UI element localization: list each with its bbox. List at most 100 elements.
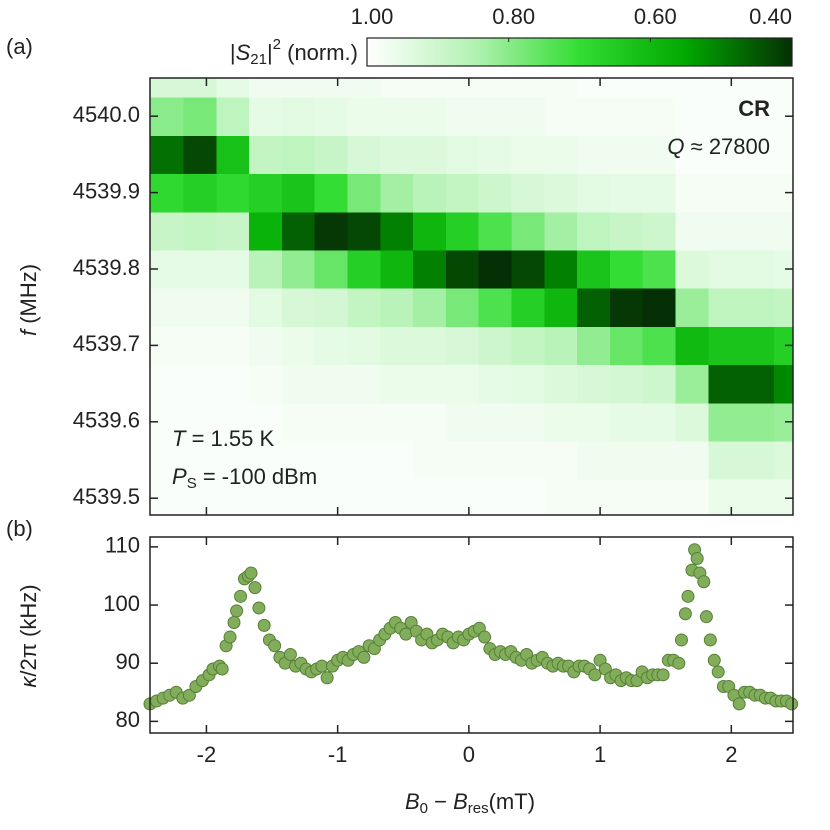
heat-cell [773, 402, 793, 442]
heat-cell [511, 402, 545, 442]
heat-cell [478, 211, 513, 251]
heat-cell [741, 78, 775, 98]
text-part: − [428, 789, 453, 814]
data-point [690, 552, 704, 566]
colorbar [366, 37, 793, 67]
heat-cell [773, 249, 793, 289]
heat-cell [642, 78, 677, 98]
heat-cell [609, 211, 644, 251]
heat-cell [478, 440, 513, 480]
text-part: 21 [250, 51, 267, 68]
x-tick-label: -1 [328, 742, 348, 767]
heat-cell [708, 97, 742, 136]
heat-cell [708, 249, 742, 289]
heat-cell [216, 173, 250, 213]
heat-cell [281, 211, 316, 251]
heat-cell [445, 249, 480, 289]
heat-cell [708, 440, 742, 480]
heat-cell [511, 78, 545, 98]
data-point [268, 639, 282, 653]
heat-cell [741, 402, 775, 442]
heat-cell [314, 97, 349, 136]
heat-cell [281, 479, 316, 515]
heat-cell [675, 326, 709, 366]
heat-cell [183, 249, 217, 289]
colorbar-tick-label: 0.80 [492, 4, 535, 29]
heat-cell [544, 97, 578, 136]
heat-cell [347, 249, 381, 289]
heat-cell [544, 402, 578, 442]
heat-cell [380, 402, 414, 442]
heat-cell [150, 288, 185, 327]
heat-cell [773, 326, 793, 366]
data-point [678, 607, 692, 621]
text-part: | [230, 40, 236, 65]
y-tick-label: 4540.0 [73, 102, 140, 127]
heat-cell [249, 173, 283, 213]
y-tick-label: 4539.7 [73, 331, 140, 356]
heat-cell [249, 78, 283, 98]
text-part: 0 [420, 800, 428, 817]
heat-cell [216, 78, 250, 98]
heat-cell [281, 402, 316, 442]
y-axis-label: κ/2π (kHz) [16, 584, 41, 687]
heat-cell [609, 440, 644, 480]
heat-cell [314, 288, 349, 327]
heat-cell [183, 173, 217, 213]
heat-cell [642, 364, 677, 404]
heat-cell [642, 326, 677, 366]
data-point [703, 633, 717, 647]
heat-cell [183, 78, 217, 98]
heat-cell [609, 326, 644, 366]
data-point [588, 668, 602, 682]
heat-cell [413, 440, 447, 480]
heat-cell [249, 288, 283, 327]
heat-cell [609, 78, 644, 98]
heat-cell [281, 97, 316, 136]
heat-cell [478, 326, 513, 366]
data-point [283, 647, 297, 661]
heat-cell [314, 173, 349, 213]
data-point [478, 630, 492, 644]
heat-cell [347, 78, 381, 98]
text-part: /2π (kHz) [16, 584, 41, 676]
heat-cell [183, 326, 217, 366]
heat-cell [642, 402, 677, 442]
heat-cell [150, 440, 185, 480]
heat-cell [380, 479, 414, 515]
data-point [707, 653, 721, 667]
y-tick-label: 4539.6 [73, 408, 140, 433]
heat-cell [511, 135, 545, 175]
plot-frame [149, 536, 794, 734]
data-point [357, 650, 371, 664]
heat-cell [413, 78, 447, 98]
heat-cell [380, 326, 414, 366]
heat-cell [609, 173, 644, 213]
heat-cell [577, 440, 611, 480]
heat-cell [347, 97, 381, 136]
heat-cell [216, 97, 250, 136]
heat-cell [544, 211, 578, 251]
heat-cell [577, 173, 611, 213]
data-point [674, 633, 688, 647]
heat-cell [347, 288, 381, 327]
heat-cell [216, 440, 250, 480]
colorbar-label: |S21|2 (norm.) [230, 36, 358, 68]
heat-cell [642, 288, 677, 327]
y-tick-label: 90 [116, 649, 140, 674]
text-part: (norm.) [281, 40, 358, 65]
heat-cell [380, 364, 414, 404]
heat-cell [249, 211, 283, 251]
heat-cell [150, 211, 185, 251]
colorbar-tick-label: 0.40 [749, 4, 792, 29]
heat-cell [642, 249, 677, 289]
heat-cell [216, 364, 250, 404]
heat-cell [544, 440, 578, 480]
heat-cell [511, 97, 545, 136]
heat-cell [183, 479, 217, 515]
heat-cell [445, 326, 480, 366]
heat-cell [741, 364, 775, 404]
heat-cell [708, 211, 742, 251]
